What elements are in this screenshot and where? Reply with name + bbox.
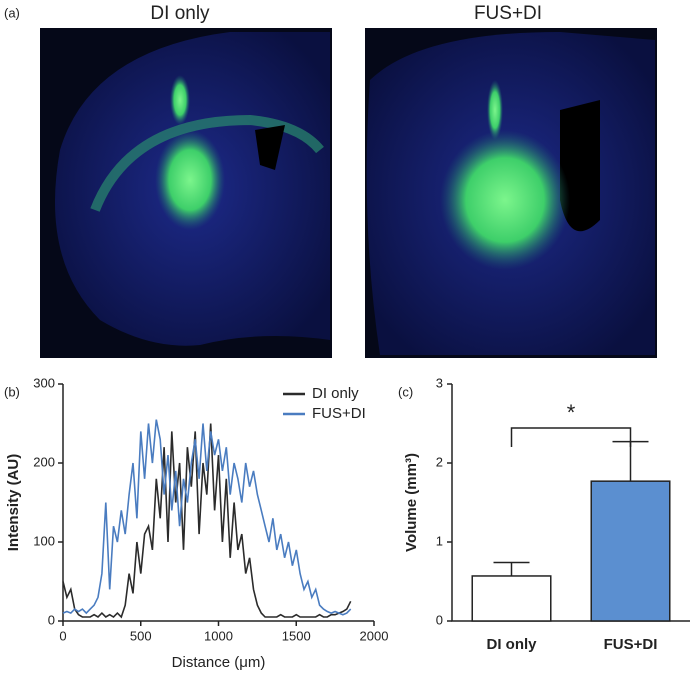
y-tick-label: 2 (436, 454, 443, 469)
x-axis-label: Distance (μm) (172, 654, 266, 671)
y-axis-label: Intensity (AU) (5, 454, 22, 552)
bar (471, 575, 552, 622)
x-tick-label: 500 (130, 628, 152, 643)
micrograph (365, 28, 657, 358)
y-tick-label: 1 (436, 533, 443, 548)
y-tick-label: 300 (33, 375, 55, 390)
micrograph (40, 28, 332, 358)
x-tick-label: 0 (59, 628, 66, 643)
series-line (62, 419, 352, 616)
image-title: FUS+DI (474, 3, 542, 24)
panel-label: (c) (398, 384, 413, 399)
x-tick-label: DI only (486, 636, 537, 653)
x-tick-label: 1000 (204, 628, 233, 643)
significance-bracket (510, 427, 632, 447)
bar (590, 480, 671, 622)
legend-label: FUS+DI (312, 405, 366, 422)
y-tick-label: 0 (48, 612, 55, 627)
legend-label: DI only (312, 385, 359, 402)
y-tick-label: 200 (33, 454, 55, 469)
panel-label: (b) (4, 384, 20, 399)
y-tick-label: 100 (33, 533, 55, 548)
panel-label: (a) (4, 5, 20, 20)
series-line (62, 423, 352, 619)
x-tick-label: 1500 (282, 628, 311, 643)
significance-label: * (567, 400, 576, 425)
x-tick-label: 2000 (360, 628, 389, 643)
y-tick-label: 0 (436, 612, 443, 627)
y-tick-label: 3 (436, 375, 443, 390)
x-tick-label: FUS+DI (604, 636, 658, 653)
y-axis-label: Volume (mm³) (403, 453, 420, 552)
image-title: DI only (150, 3, 210, 24)
